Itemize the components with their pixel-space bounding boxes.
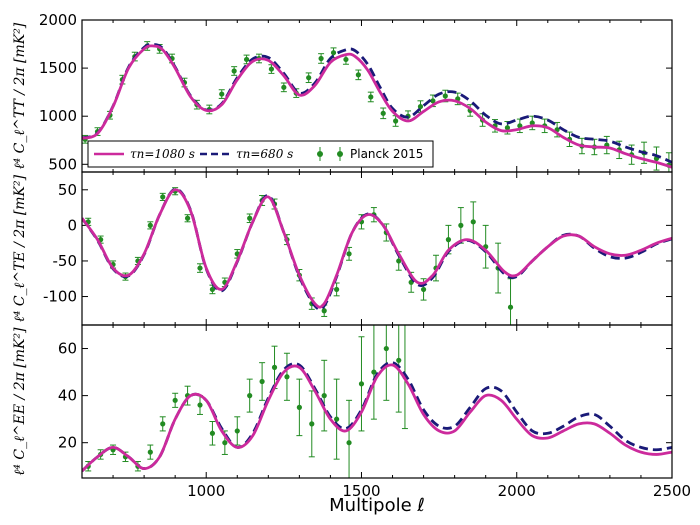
data-point-TE-34 [507,304,514,310]
data-point-TT-20 [330,50,337,56]
data-point-TE-31 [470,219,476,225]
legend-label-1080: τn=1080 s [130,147,195,161]
data-point-TE-21 [346,251,352,257]
data-point-TT-13 [243,56,250,63]
series-line-TE-680 [82,187,672,311]
y-axis-label-TE: ℓ⁴ C_ℓ^TE / 2π [mK²] [12,174,28,322]
data-point-TE-5 [147,222,153,228]
data-point-TE-6 [160,194,166,200]
legend: τn=1080 s τn=680 s Planck 2015 [87,140,434,168]
data-point-TT-35 [517,123,523,129]
planck-points-TE [85,187,514,325]
data-point-EE-24 [383,345,389,352]
data-point-TT-36 [529,120,535,126]
data-point-EE-13 [247,393,253,399]
data-point-TT-25 [393,118,399,124]
ytick-label-TT-2: 1500 [39,59,77,77]
data-point-TT-23 [368,94,374,100]
data-point-TT-29 [442,93,448,99]
panel-TT: 500 1000 1500 2000 ℓ⁴ C_ℓ^TT / 2π [mK²] [12,11,673,173]
data-point-TE-8 [184,215,191,221]
xtick-label-1: 1500 [342,482,380,500]
ytick-label-TT-1: 1000 [39,107,77,125]
y-axis-label-TT: ℓ⁴ C_ℓ^TT / 2π [mK²] [12,22,28,169]
data-point-TT-12 [231,68,237,74]
xtick-label-0: 1000 [187,482,225,500]
series-line-TE-1080 [82,188,672,309]
xtick-label-2: 2000 [498,482,536,500]
ytick-label-EE-0: 20 [58,434,77,452]
planck-points-EE [85,325,408,478]
data-point-TT-18 [306,75,312,81]
data-point-TE-10 [209,286,216,293]
data-point-TT-19 [318,55,324,62]
data-point-EE-14 [259,378,265,385]
ytick-label-TT-3: 2000 [39,11,77,29]
data-point-EE-18 [309,421,315,427]
data-point-EE-17 [296,404,302,410]
data-point-TT-22 [355,72,361,78]
data-point-EE-21 [346,440,352,446]
data-point-EE-5 [147,449,153,455]
data-point-EE-25 [396,357,402,363]
data-point-TT-15 [268,66,275,72]
data-point-TE-13 [247,215,253,221]
panel-frame-EE [81,324,673,479]
ytick-label-TT-0: 500 [48,155,77,173]
data-point-TE-19 [321,308,327,314]
ytick-label-EE-2: 60 [58,340,77,358]
series-line-TT-1080 [82,44,672,169]
data-point-EE-23 [371,369,377,375]
data-point-TT-34 [504,125,511,131]
legend-box [87,140,434,168]
data-point-TE-9 [197,265,203,271]
data-point-TT-28 [430,98,436,104]
ytick-label-TE-0: -100 [43,288,77,306]
data-point-EE-20 [334,416,340,422]
data-point-TE-20 [334,286,340,293]
x-axis-label: Multipole ℓ [329,495,425,516]
y-axis-label-EE: ℓ⁴ C_ℓ^EE / 2π [mK²] [12,327,28,476]
legend-label-680: τn=680 s [236,147,293,161]
data-point-TE-29 [445,237,452,243]
data-point-EE-11 [222,440,228,446]
data-point-EE-19 [321,393,327,399]
panel-EE: 20 40 60 ℓ⁴ C_ℓ^EE / 2π [mK²] 1000 1500 2000 25… [12,324,691,500]
data-point-EE-15 [271,364,278,370]
data-point-EE-10 [209,430,216,436]
data-point-TE-30 [458,222,464,228]
ytick-label-EE-1: 40 [58,387,77,405]
data-point-EE-16 [284,374,290,380]
data-point-EE-12 [234,428,240,434]
data-point-TT-21 [343,56,349,63]
ytick-label-TE-1: -50 [53,252,78,270]
data-point-TT-16 [281,84,287,90]
data-point-TT-24 [380,110,386,116]
data-point-EE-22 [358,381,365,387]
legend-label-planck: Planck 2015 [350,147,423,161]
panel-TE: -100 -50 0 50 ℓ⁴ C_ℓ^TE / 2π [mK²] [12,171,673,326]
legend-marker-planck-2 [337,151,343,157]
data-point-TE-25 [396,258,402,264]
xtick-label-3: 2500 [653,482,691,500]
ytick-label-TE-3: 50 [58,181,77,199]
ytick-label-TE-2: 0 [67,216,77,234]
data-point-EE-9 [197,402,203,408]
legend-marker-planck [317,151,323,157]
data-point-EE-7 [172,397,178,403]
data-point-EE-6 [160,421,166,427]
series-line-EE-1080 [82,363,672,472]
data-point-TT-11 [219,91,225,97]
data-point-TE-27 [420,286,427,293]
